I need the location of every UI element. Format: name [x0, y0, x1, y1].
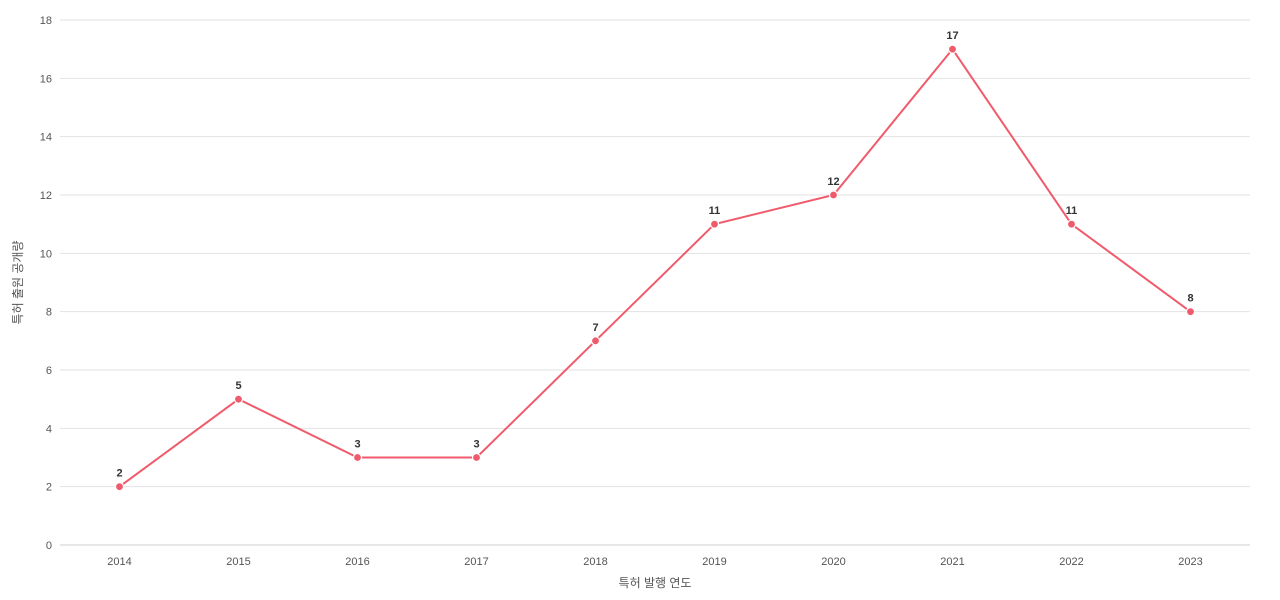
- y-tick-label: 2: [46, 482, 52, 494]
- x-tick-label: 2018: [583, 556, 607, 568]
- series-point: [592, 337, 600, 345]
- y-tick-label: 6: [46, 365, 52, 377]
- data-label: 8: [1187, 293, 1193, 305]
- y-tick-label: 16: [40, 73, 52, 85]
- series-point: [235, 395, 243, 403]
- x-tick-label: 2020: [821, 556, 845, 568]
- x-axis-title: 특허 발행 연도: [619, 575, 692, 590]
- series-point: [949, 45, 957, 53]
- x-tick-label: 2017: [464, 556, 488, 568]
- series-point: [116, 483, 124, 491]
- series-point: [473, 454, 481, 462]
- data-label: 3: [354, 439, 360, 451]
- y-tick-label: 18: [40, 15, 52, 27]
- data-label: 12: [827, 176, 839, 188]
- x-tick-label: 2014: [107, 556, 131, 568]
- data-label: 2: [116, 468, 122, 480]
- series-point: [711, 220, 719, 228]
- y-tick-label: 12: [40, 190, 52, 202]
- line-chart: 0 2 4 6 8 10 12 14 16 18 2014 2015 2016 2017 2018 2019 2…: [0, 0, 1280, 600]
- x-tick-label: 2019: [702, 556, 726, 568]
- x-tick-label: 2021: [940, 556, 964, 568]
- y-tick-label: 10: [40, 248, 52, 260]
- series-line: [120, 49, 1191, 487]
- series-point: [1068, 220, 1076, 228]
- chart-svg: 0 2 4 6 8 10 12 14 16 18 2014 2015 2016 2017 2018 2019 2…: [0, 0, 1280, 600]
- y-tick-label: 0: [46, 540, 52, 552]
- y-tick-label: 8: [46, 307, 52, 319]
- x-tick-label: 2016: [345, 556, 369, 568]
- y-tick-label: 14: [40, 132, 52, 144]
- y-axis-title: 특허 출원 공개량: [11, 241, 25, 325]
- x-tick-label: 2022: [1059, 556, 1083, 568]
- x-tick-label: 2023: [1178, 556, 1202, 568]
- series-point: [1187, 308, 1195, 316]
- data-label: 11: [709, 205, 721, 217]
- data-label: 3: [473, 439, 479, 451]
- data-label: 17: [946, 30, 958, 42]
- series-point: [354, 454, 362, 462]
- data-label: 5: [235, 380, 241, 392]
- y-tick-label: 4: [46, 423, 52, 435]
- series-point: [830, 191, 838, 199]
- x-tick-label: 2015: [226, 556, 250, 568]
- data-label: 11: [1066, 205, 1078, 217]
- data-label: 7: [592, 322, 598, 334]
